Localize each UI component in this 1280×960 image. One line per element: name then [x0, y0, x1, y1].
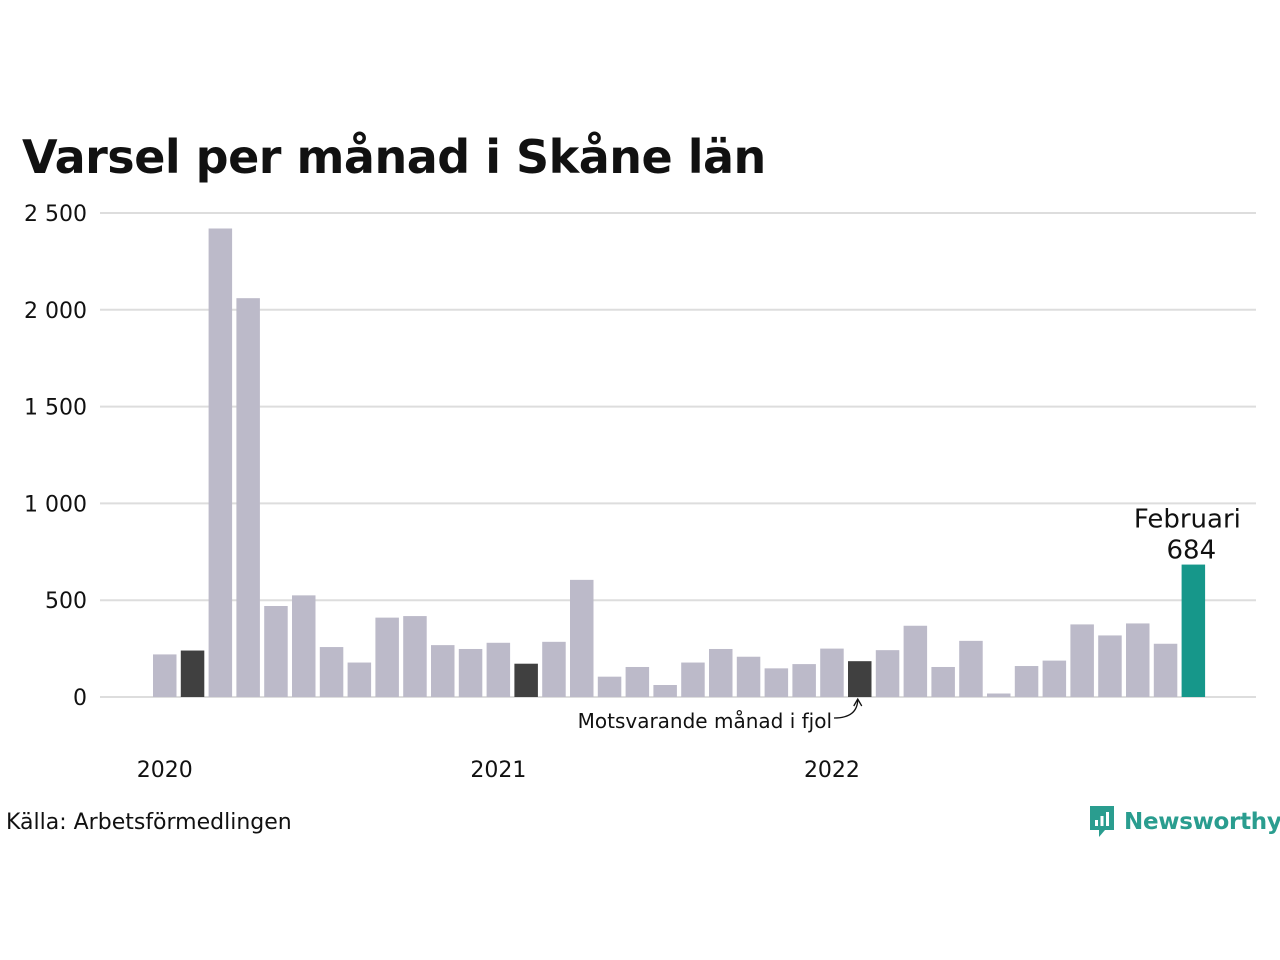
bar: [625, 666, 650, 697]
chart-title: Varsel per månad i Skåne län: [22, 130, 766, 184]
bar: [792, 664, 816, 697]
x-year-label: 2022: [804, 758, 860, 783]
bar: [820, 648, 844, 697]
annotation-arrow-head: [853, 697, 863, 707]
bar: [736, 656, 761, 697]
bar: [1070, 624, 1094, 697]
bar: [542, 641, 566, 697]
comparison-annotation-label: Motsvarande månad i fjol: [578, 709, 832, 733]
bar: [208, 228, 233, 697]
annotation-arrow-line: [833, 698, 859, 719]
bar: [319, 647, 344, 697]
newsworthy-logo: Newsworthy: [1088, 804, 1280, 840]
bar: [1153, 643, 1178, 697]
bar: [931, 666, 955, 697]
x-year-label: 2020: [137, 758, 193, 783]
bar: [431, 645, 455, 697]
y-tick-label: 0: [73, 686, 87, 711]
bar: [597, 676, 622, 697]
bar: [1098, 635, 1122, 697]
source-note: Källa: Arbetsförmedlingen: [6, 810, 292, 835]
y-tick-label: 2 500: [24, 202, 87, 227]
bar: [458, 648, 483, 697]
bar-highlight: [1181, 564, 1206, 697]
y-tick-label: 500: [45, 589, 87, 614]
x-year-label: 2021: [470, 758, 526, 783]
bar: [403, 616, 427, 697]
bar: [375, 617, 399, 697]
bar: [959, 640, 983, 697]
bar: [264, 606, 288, 697]
bar: [1042, 660, 1067, 697]
highlight-month-label: Februari: [1134, 505, 1241, 535]
y-tick-label: 1 000: [24, 492, 87, 517]
bar: [764, 668, 789, 697]
bar-comparison: [848, 661, 872, 697]
bar: [903, 625, 928, 697]
bar: [486, 642, 511, 697]
bar: [1126, 623, 1150, 697]
bar-comparison: [514, 663, 538, 697]
y-tick-label: 1 500: [24, 396, 87, 421]
bar: [1014, 666, 1039, 697]
y-axis-ticks: 0 500 1 000 1 500 2 000 2 500: [24, 202, 87, 711]
y-tick-label: 2 000: [24, 299, 87, 324]
bar: [875, 650, 900, 697]
newsworthy-logo-icon: [1090, 806, 1114, 837]
bar: [292, 595, 316, 697]
bar: [681, 662, 705, 697]
bar: [153, 654, 177, 697]
x-axis-year-labels: 2020 2021 2022: [137, 758, 860, 783]
newsworthy-logo-text: Newsworthy: [1124, 809, 1280, 835]
bar: [570, 579, 594, 697]
bar: [653, 684, 677, 697]
bar: [347, 662, 372, 697]
bars: [153, 228, 1206, 697]
bar-comparison: [180, 650, 205, 697]
bar: [987, 693, 1011, 697]
highlight-value-label: 684: [1167, 536, 1217, 566]
bar: [709, 648, 733, 697]
bar: [236, 298, 260, 697]
